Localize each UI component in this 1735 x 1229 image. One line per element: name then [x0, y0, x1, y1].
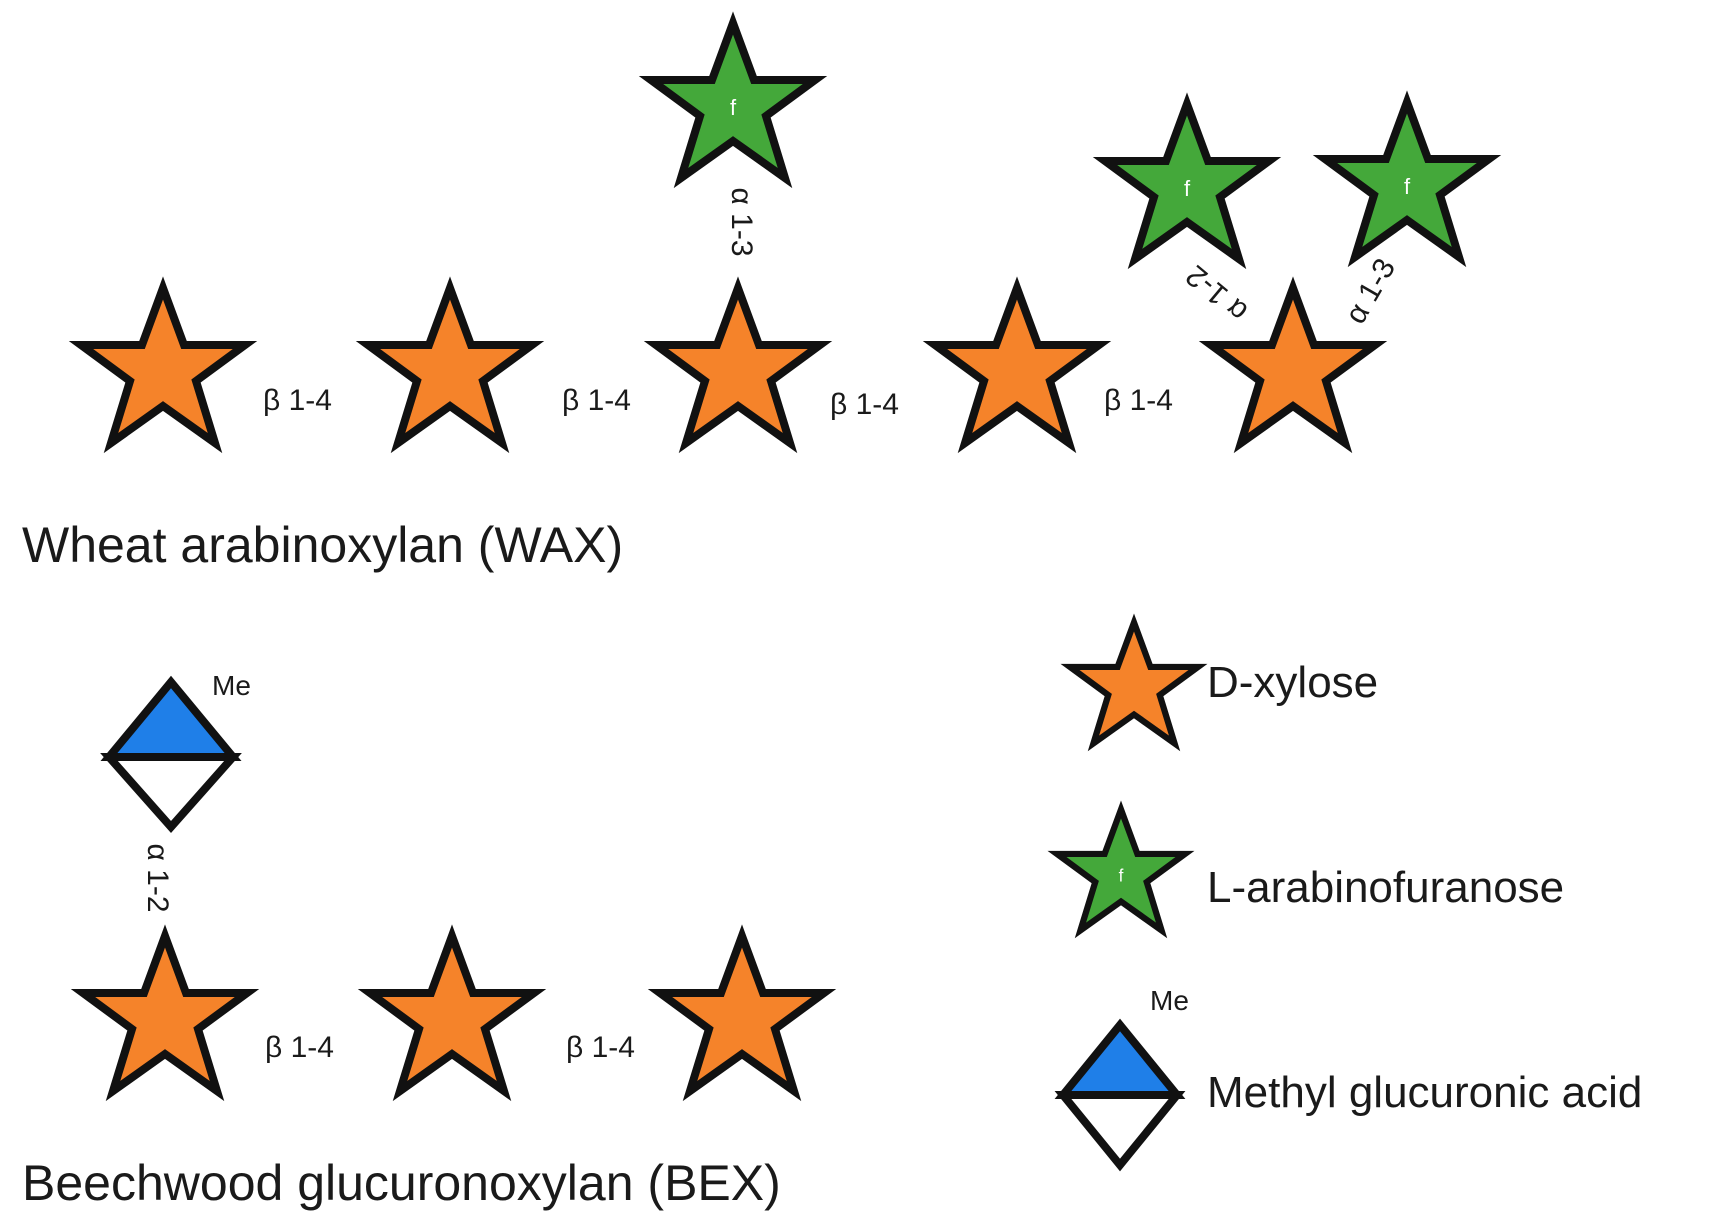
bex-branch-link-label: α 1-2: [141, 843, 174, 912]
bex-xylose-star-icon: [83, 936, 247, 1091]
wax-branch-link-label: α 1-3: [725, 187, 758, 256]
ring-form-label: f: [1184, 176, 1191, 201]
wax-xylose-star-icon: [935, 288, 1099, 443]
wax-backbone-link-label: β 1-4: [1104, 384, 1173, 417]
wax-branch-link-label: α 1-2: [1180, 258, 1254, 328]
legend-methyl-label: Me: [1150, 985, 1189, 1016]
legend-glucuronic-label: Methyl glucuronic acid: [1207, 1068, 1642, 1117]
legend-xylose-label: D-xylose: [1207, 658, 1378, 707]
wax-title: Wheat arabinoxylan (WAX): [22, 517, 623, 573]
ring-form-label: f: [1404, 174, 1411, 199]
wax-xylose-star-icon: [656, 288, 820, 443]
wax-xylose-star-icon: [368, 288, 532, 443]
bex-xylose-star-icon: [660, 936, 824, 1091]
wax-arabinofuranose-star-icon: f: [1325, 102, 1489, 257]
bex-structure: Me α 1-2 β 1-4 β 1-4 Beechwood glucurono…: [22, 670, 824, 1211]
wax-xylose-star-icon: [81, 288, 245, 443]
legend-xylose-star-icon: [1070, 622, 1198, 743]
ring-form-label: f: [730, 95, 737, 120]
legend-arabinofuranose-label: L-arabinofuranose: [1207, 863, 1564, 912]
ring-form-label: f: [1119, 865, 1124, 885]
wax-arabinofuranose-star-icon: f: [651, 23, 815, 178]
wax-backbone-link-label: β 1-4: [830, 388, 899, 421]
wax-arabinofuranose-star-icon: f: [1105, 104, 1269, 259]
bex-methyl-glucuronic-acid-icon: [100, 675, 242, 834]
wax-backbone-link-label: β 1-4: [263, 384, 332, 417]
legend: D-xylose f L-arabinofuranose Me Methyl g…: [1054, 622, 1642, 1172]
bex-methyl-label: Me: [212, 670, 251, 701]
wax-structure: β 1-4 β 1-4 β 1-4 β 1-4 f f f α 1-3 α 1-…: [22, 23, 1489, 573]
legend-methyl-glucuronic-acid-icon: [1054, 1018, 1186, 1172]
bex-title: Beechwood glucuronoxylan (BEX): [22, 1155, 781, 1211]
legend-arabinofuranose-star-icon: f: [1057, 809, 1185, 930]
bex-backbone-link-label: β 1-4: [566, 1031, 635, 1064]
bex-backbone-link-label: β 1-4: [265, 1031, 334, 1064]
wax-backbone-link-label: β 1-4: [562, 384, 631, 417]
bex-xylose-star-icon: [370, 936, 534, 1091]
